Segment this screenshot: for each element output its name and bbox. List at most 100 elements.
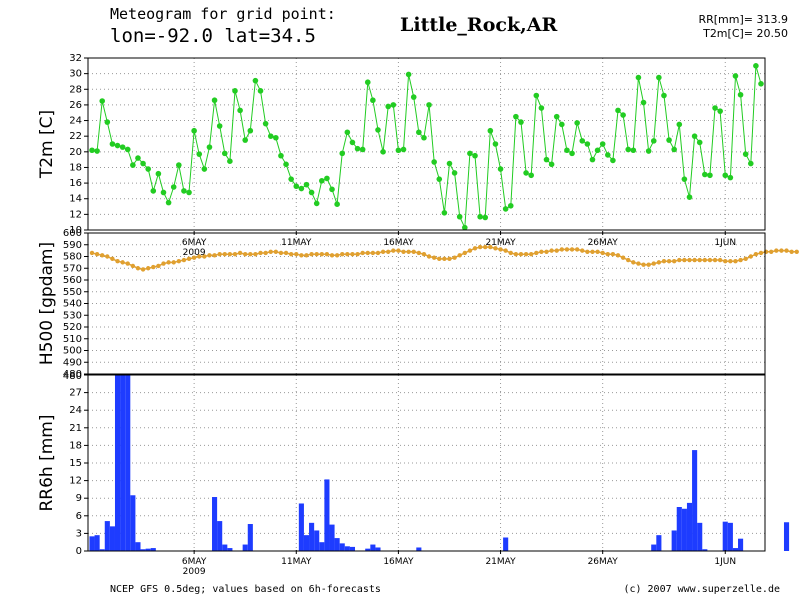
temperature-point — [257, 88, 264, 94]
geopotential-point — [334, 253, 340, 258]
geopotential-point — [595, 249, 600, 254]
precip-bar — [150, 548, 156, 551]
geopotential-point — [564, 247, 570, 252]
geopotential-point — [513, 251, 519, 257]
temperature-point — [492, 141, 499, 147]
geopotential-point — [789, 249, 794, 254]
y-tick-label: 12 — [69, 476, 82, 487]
temperature-point — [753, 63, 759, 69]
y-tick-label: 10 — [69, 225, 82, 236]
precip-bar — [344, 546, 350, 551]
y-tick-label: 520 — [63, 322, 82, 333]
temperature-point — [354, 145, 361, 152]
panel-frame — [87, 57, 766, 231]
temperature-point — [400, 146, 407, 153]
geopotential-point — [135, 266, 141, 271]
geopotential-point — [176, 259, 182, 264]
temperature-point — [502, 206, 509, 212]
y-axis-label: H500 [gpdam] — [37, 242, 57, 365]
geopotential-point — [100, 253, 105, 258]
geopotential-point — [248, 251, 253, 257]
temperature-point — [288, 176, 294, 182]
geopotential-point — [268, 249, 273, 254]
temperature-point — [359, 146, 366, 153]
geopotential-point — [232, 251, 238, 257]
temperature-point — [308, 189, 315, 196]
temperature-point — [267, 133, 274, 139]
geopotential-point — [508, 250, 513, 256]
precip-bar — [247, 524, 253, 551]
precip-bar — [676, 507, 682, 551]
geopotential-point — [580, 248, 585, 253]
y-tick-label: 3 — [76, 528, 82, 539]
geopotential-point — [600, 250, 605, 256]
temperature-point — [635, 74, 642, 81]
temperature-point — [221, 150, 228, 157]
y-tick-label: 490 — [63, 357, 82, 368]
x-tick-label: 21MAY — [485, 238, 516, 248]
precip-bar — [319, 542, 325, 551]
precip-bar — [339, 543, 345, 551]
precip-bar — [671, 530, 677, 551]
geopotential-point — [452, 255, 457, 260]
y-tick-label: 27 — [69, 388, 82, 399]
temperature-point — [370, 97, 376, 104]
geopotential-point — [309, 251, 314, 257]
temperature-point — [252, 77, 259, 84]
geopotential-point — [355, 251, 360, 257]
precip-bar — [303, 535, 310, 551]
geopotential-point — [380, 249, 386, 254]
geopotential-point — [574, 247, 580, 252]
geopotential-point — [145, 266, 151, 271]
y-tick-label: 21 — [69, 423, 82, 434]
temperature-point — [232, 88, 238, 94]
geopotential-point — [666, 259, 672, 264]
geopotential-point — [692, 257, 697, 263]
geopotential-point — [288, 251, 294, 257]
temperature-point — [319, 177, 325, 184]
geopotential-point — [615, 253, 621, 258]
precip-bar — [651, 544, 657, 551]
geopotential-point — [278, 250, 284, 256]
precip-bar — [217, 521, 223, 551]
y-tick-label: 16 — [69, 178, 82, 189]
geopotential-point — [340, 251, 345, 257]
temperature-point — [196, 151, 203, 157]
panel-2: 0 3 6 9 12 15 18 21 24 27 480 RR6h [mm] — [37, 371, 790, 557]
geopotential-point — [411, 249, 416, 254]
geopotential-point — [549, 248, 554, 253]
temperature-point — [385, 103, 391, 110]
temperature-point — [610, 157, 616, 164]
geopotential-point — [375, 250, 381, 256]
geopotential-point — [243, 251, 248, 257]
geopotential-point — [166, 260, 171, 265]
geopotential-point — [365, 250, 370, 256]
geopotential-point — [304, 253, 309, 258]
temperature-point — [650, 138, 657, 144]
x-tick-label: 16MAY — [383, 238, 414, 248]
geopotential-point — [140, 267, 146, 272]
temperature-point — [160, 189, 167, 196]
geopotential-point — [202, 254, 207, 259]
geopotential-point — [426, 254, 432, 259]
temperature-point — [181, 188, 187, 194]
temperature-point — [661, 92, 667, 99]
y-tick-label: 580 — [63, 252, 82, 263]
geopotential-point — [717, 257, 723, 263]
temperature-point — [273, 134, 279, 141]
geopotential-point — [181, 257, 187, 263]
temperature-point — [339, 150, 346, 157]
geopotential-point — [641, 262, 646, 267]
temperature-point — [533, 92, 540, 99]
x-tick-label: 1JUN — [714, 557, 736, 567]
data-source-note: NCEP GFS 0.5deg; values based on 6h-fore… — [110, 584, 381, 595]
temperature-point — [513, 113, 519, 120]
temperature-point — [487, 127, 494, 134]
temperature-point — [242, 137, 249, 143]
geopotential-point — [687, 257, 692, 263]
precip-bar — [120, 375, 126, 551]
precip-bar — [324, 479, 330, 551]
geopotential-point — [253, 251, 258, 257]
temperature-point — [579, 138, 586, 144]
geopotential-point — [590, 249, 595, 254]
